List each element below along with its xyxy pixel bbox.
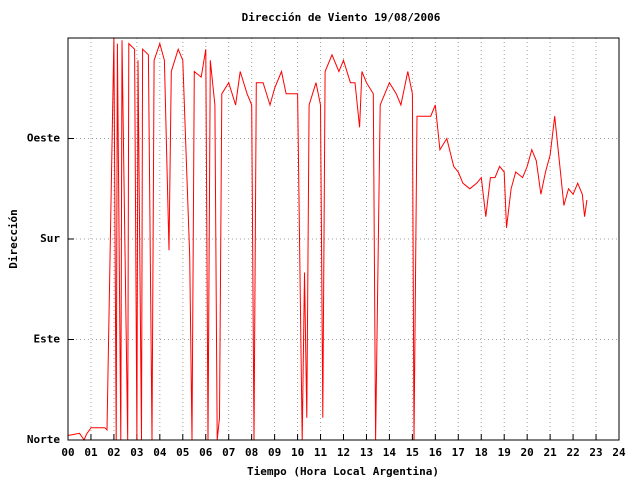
x-tick-label: 23 — [589, 446, 602, 459]
x-tick-label: 17 — [452, 446, 465, 459]
x-tick-label: 18 — [475, 446, 488, 459]
x-tick-label: 24 — [612, 446, 626, 459]
y-tick-label: Sur — [40, 232, 60, 245]
x-tick-label: 07 — [222, 446, 235, 459]
x-tick-label: 21 — [544, 446, 558, 459]
y-axis-label: Dirección — [7, 209, 20, 269]
x-tick-label: 08 — [245, 446, 258, 459]
x-tick-label: 00 — [61, 446, 74, 459]
x-tick-label: 10 — [291, 446, 304, 459]
x-tick-label: 06 — [199, 446, 213, 459]
x-tick-label: 11 — [314, 446, 328, 459]
plot-border — [67, 37, 620, 441]
x-axis-label: Tiempo (Hora Local Argentina) — [247, 465, 439, 478]
x-tick-label: 04 — [153, 446, 167, 459]
y-tick-label: Este — [34, 333, 61, 346]
x-tick-label: 20 — [521, 446, 534, 459]
x-tick-label: 02 — [107, 446, 120, 459]
x-tick-label: 16 — [429, 446, 443, 459]
x-tick-label: 19 — [498, 446, 511, 459]
data-line — [67, 37, 588, 442]
x-tick-label: 13 — [360, 446, 373, 459]
y-tick-label: Norte — [27, 433, 60, 446]
chart-title: Dirección de Viento 19/08/2006 — [242, 11, 441, 24]
x-tick-label: 05 — [176, 446, 189, 459]
x-tick-label: 15 — [406, 446, 419, 459]
y-tick-label: Oeste — [27, 132, 60, 145]
x-tick-label: 12 — [337, 446, 350, 459]
x-tick-label: 01 — [84, 446, 98, 459]
x-tick-label: 09 — [268, 446, 281, 459]
x-tick-label: 03 — [130, 446, 143, 459]
x-tick-label: 14 — [383, 446, 397, 459]
x-tick-label: 22 — [566, 446, 579, 459]
